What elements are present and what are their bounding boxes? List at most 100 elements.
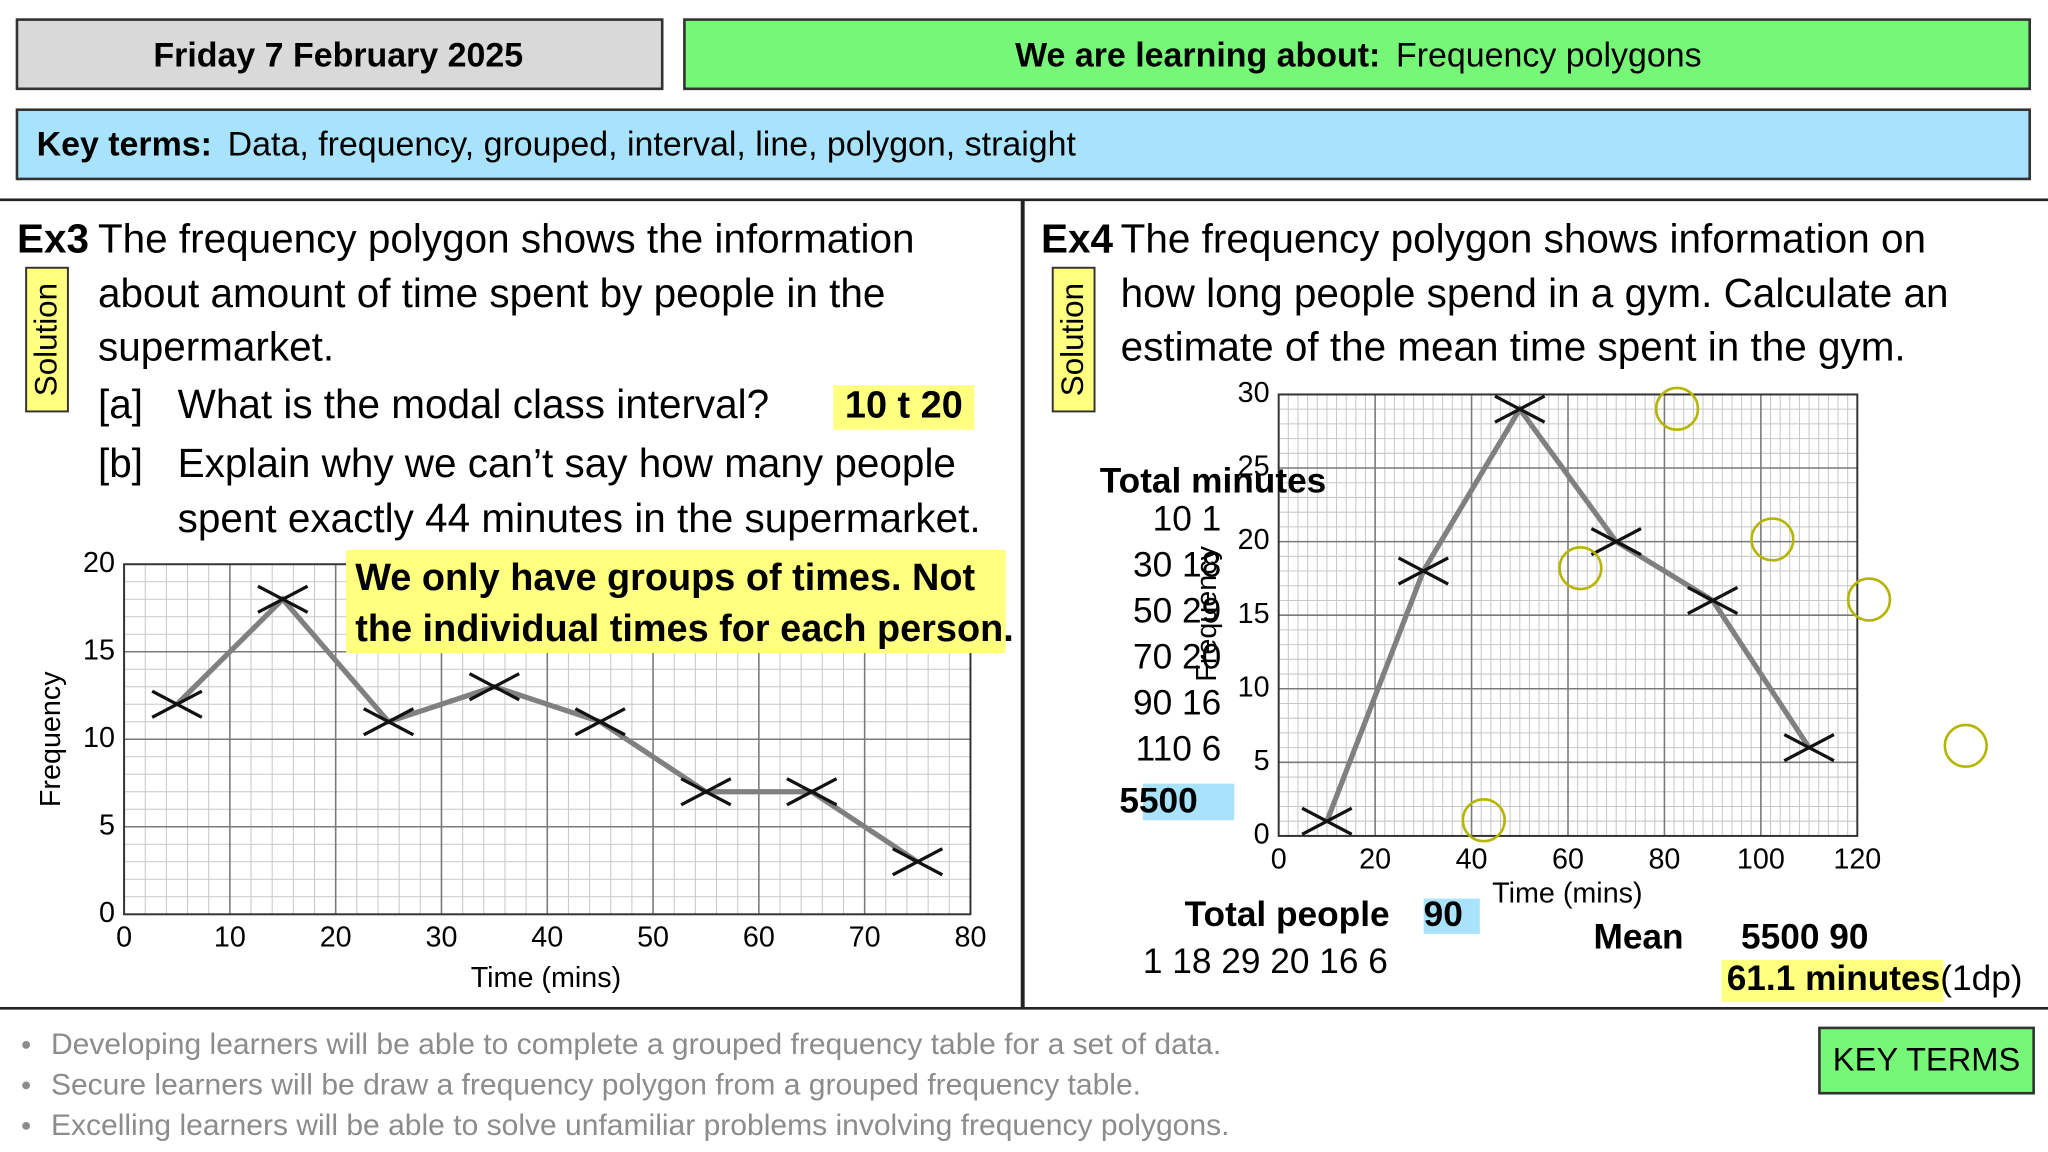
working-row: 50 29 — [1133, 591, 1221, 630]
x-tick-label: 60 — [1552, 843, 1584, 875]
ex-label: Ex3 — [17, 215, 89, 261]
cross-marker — [1494, 394, 1546, 424]
plot-frame — [1277, 393, 1859, 837]
x-tick-label: 60 — [743, 922, 775, 954]
x-tick-label: 80 — [1648, 843, 1680, 875]
solution-label[interactable]: Solution — [1055, 283, 1090, 396]
ex-label: Ex4 — [1041, 215, 1113, 261]
y-tick-label: 20 — [83, 547, 115, 579]
objective-item: Excelling learners will be able to solve… — [51, 1109, 1230, 1142]
answer: the individual times for each person. — [355, 608, 1013, 650]
frequency-line — [175, 595, 919, 864]
cross-marker — [362, 707, 415, 737]
cross-marker — [1687, 585, 1739, 615]
cross-marker — [257, 584, 309, 614]
x-tick-label: 100 — [1737, 843, 1785, 875]
key-terms-button-label[interactable]: KEY TERMS — [1833, 1041, 2020, 1078]
key-terms-label: Key terms: — [37, 125, 212, 163]
objective-item: Developing learners will be able to comp… — [51, 1028, 1221, 1061]
question-line: The frequency polygon shows information … — [1121, 215, 1926, 261]
working-total: 5500 — [1119, 782, 1197, 821]
circle — [1846, 577, 1892, 622]
key-terms: Key terms: Data, frequency, grouped, inte… — [37, 125, 1077, 163]
date-box — [15, 18, 664, 91]
x-tick-label: 20 — [320, 922, 352, 954]
objective-label: We are learning about: — [1015, 36, 1380, 74]
question-line: supermarket. — [98, 324, 334, 370]
working-row: 30 18 — [1133, 545, 1221, 584]
x-tick-label: 0 — [116, 922, 132, 954]
answer-highlight — [346, 549, 1006, 654]
bullet — [22, 1121, 31, 1130]
y-tick-label: 5 — [1254, 745, 1270, 777]
x-tick-label: 40 — [1456, 843, 1488, 875]
y-tick-label: 20 — [1238, 524, 1270, 556]
working-row: 10 1 — [1153, 499, 1222, 538]
circle — [1558, 545, 1603, 591]
part-text: What is the modal class interval? — [178, 381, 770, 427]
solution-button[interactable] — [25, 266, 69, 413]
x-tick-label: 10 — [214, 922, 246, 954]
x-tick-label: 20 — [1359, 843, 1391, 875]
y-tick-label: 0 — [99, 897, 115, 929]
cross-marker — [1590, 527, 1642, 557]
objective-box — [683, 18, 2032, 91]
working-rows: 10 1 30 18 50 29 70 20 90 16 110 6 — [1133, 499, 1221, 768]
x-axis-label: Time (mins) — [471, 962, 621, 994]
x-tick-label: 120 — [1833, 843, 1881, 875]
x-axis-label: Time (mins) — [1492, 877, 1643, 909]
solution-label[interactable]: Solution — [29, 283, 64, 396]
answer-highlight — [1142, 783, 1235, 821]
mean-note: (1dp) — [1940, 959, 2022, 998]
y-axis-label: Frequency — [1191, 545, 1223, 681]
answer-highlight — [1721, 960, 1944, 1002]
solution-button[interactable] — [1051, 266, 1096, 413]
question-line: The frequency polygon shows the informat… — [98, 215, 915, 261]
key-terms-button[interactable] — [1818, 1026, 2035, 1095]
working-label: Mean — [1593, 917, 1683, 956]
question-line: about amount of time spent by people in … — [98, 270, 885, 316]
answer-highlight — [1423, 898, 1480, 934]
date: Friday 7 February 2025 — [153, 36, 523, 74]
cross-marker — [786, 777, 838, 807]
y-tick-label: 10 — [1238, 671, 1270, 703]
objective-text: Frequency polygons — [1396, 36, 1702, 74]
working-label: Total people — [1185, 895, 1390, 934]
working-label: Total minutes — [1100, 462, 1327, 501]
bullet — [22, 1081, 31, 1090]
cross-marker — [891, 847, 944, 877]
bullet — [22, 1040, 31, 1049]
objective-item: Secure learners will be draw a frequency… — [51, 1069, 1141, 1102]
circle — [1943, 723, 1988, 768]
circle — [1750, 517, 1795, 562]
working-row: 110 6 — [1136, 729, 1222, 768]
cross-marker — [468, 672, 520, 702]
y-tick-label: 10 — [83, 722, 115, 754]
key-terms-box — [15, 108, 2032, 181]
working-total: 90 — [1424, 895, 1463, 934]
part-label: [b] — [98, 440, 143, 486]
frequency-line — [1324, 404, 1812, 823]
y-axis-label: Frequency — [35, 671, 67, 807]
y-tick-label: 25 — [1238, 451, 1270, 483]
y-tick-label: 0 — [1254, 819, 1270, 851]
cross-marker — [151, 689, 203, 719]
y-tick-label: 30 — [1238, 377, 1270, 409]
answer: 10 t 20 — [845, 385, 963, 427]
cross-marker — [1301, 806, 1353, 836]
cross-marker — [1783, 733, 1835, 763]
x-tick-label: 50 — [637, 922, 669, 954]
answer: We only have groups of times. Not — [355, 557, 975, 599]
working-row: 90 16 — [1133, 683, 1221, 722]
working-list: 1 18 29 20 16 6 — [1143, 942, 1388, 981]
cross-marker — [574, 707, 626, 737]
x-tick-label: 80 — [954, 922, 986, 954]
question-line: how long people spend in a gym. Calculat… — [1121, 270, 1949, 316]
circle — [1654, 386, 1700, 432]
part-text: Explain why we can’t say how many people — [178, 440, 956, 486]
answer-highlight — [833, 385, 975, 430]
mean-answer: 61.1 minutes(1dp) — [1727, 959, 2023, 998]
cross-marker — [680, 777, 732, 807]
